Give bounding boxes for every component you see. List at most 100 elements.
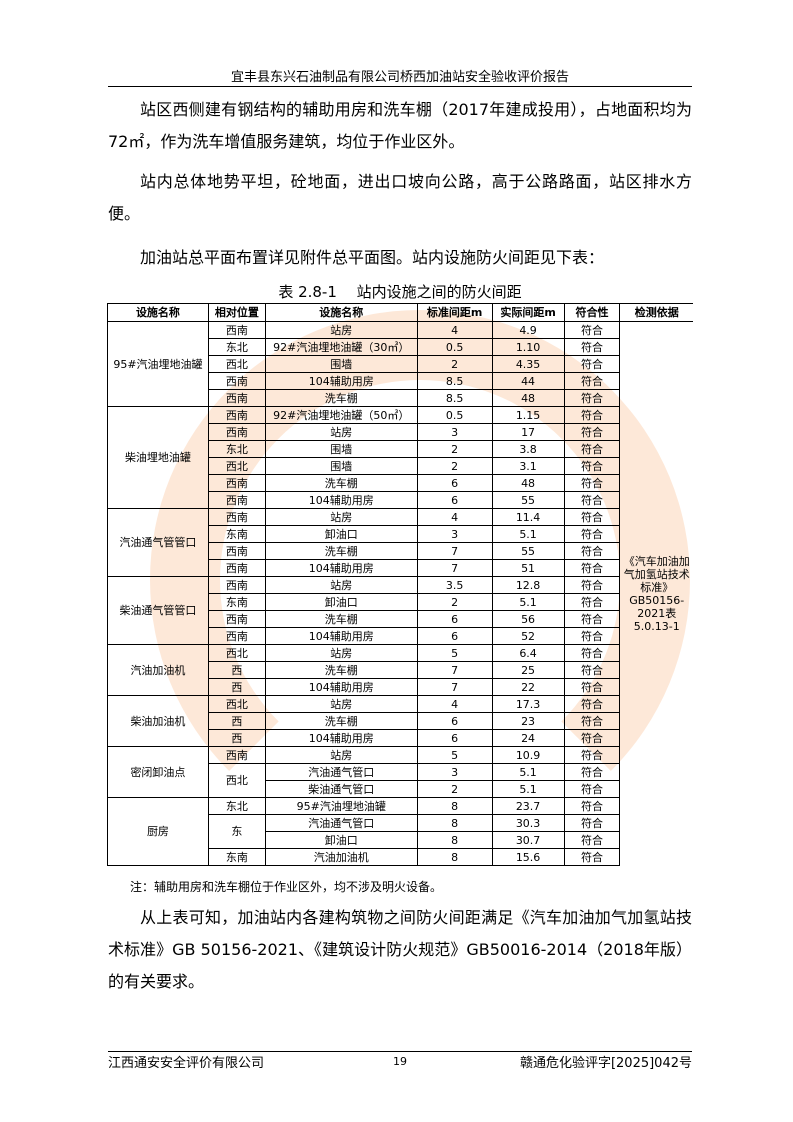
actual-distance: 5.1 — [491, 525, 565, 543]
standard-distance: 3 — [416, 525, 493, 543]
header-divider — [108, 86, 692, 87]
actual-distance: 5.1 — [491, 780, 565, 798]
standard-distance: 4 — [416, 508, 493, 526]
standard-distance: 8 — [416, 814, 493, 832]
standard-distance: 4 — [416, 695, 493, 713]
relative-position: 西北 — [207, 763, 266, 798]
standard-distance: 6 — [416, 627, 493, 645]
relative-position: 西南 — [207, 559, 266, 577]
actual-distance: 17.3 — [491, 695, 565, 713]
table-row: 西北 汽油通气管口 3 5.1 符合 — [108, 763, 694, 798]
target-facility: 洗车棚 — [264, 474, 418, 492]
target-facility: 104辅助用房 — [264, 491, 418, 509]
relative-position: 西南 — [207, 542, 266, 560]
standard-distance: 2 — [416, 457, 493, 475]
table-row: 西洗车棚 7 25 符合 — [108, 661, 694, 679]
standard-distance: 6 — [416, 610, 493, 628]
relative-position: 西南 — [207, 491, 266, 509]
table-row: 95#汽油埋地油罐 西南 站房 4 4.9 符合 《汽车加油加气加氢站技术标准》GB5015… — [107, 321, 693, 866]
actual-distance: 3.8 — [491, 440, 565, 458]
standard-distance: 7 — [416, 542, 493, 560]
target-facility: 92#汽油埋地油罐（50㎥） — [264, 406, 418, 424]
table-note: 注：辅助用房和洗车棚位于作业区外，均不涉及明火设备。 — [130, 880, 443, 894]
actual-distance: 30.7 — [491, 831, 565, 849]
footer-divider — [108, 1051, 692, 1052]
compliance: 符合 — [563, 644, 621, 662]
target-facility: 围墙 — [264, 440, 418, 458]
compliance: 符合 — [563, 457, 621, 475]
compliance: 符合 — [563, 593, 621, 611]
standard-distance: 6 — [416, 729, 493, 747]
standard-distance: 8 — [416, 831, 493, 849]
standard-distance: 6 — [416, 491, 493, 509]
page-number: 19 — [393, 1055, 407, 1068]
column-header: 相对位置 — [207, 303, 266, 322]
target-facility: 洗车棚 — [264, 661, 418, 679]
facility-name: 汽油通气管管口 — [107, 508, 209, 577]
paragraph-3: 加油站总平面布置详见附件总平面图。站内设施防火间距见下表： — [140, 248, 605, 267]
compliance: 符合 — [563, 525, 621, 543]
actual-distance: 48 — [491, 389, 565, 407]
table-row: 东汽油通气管口 8 30.3 符合 — [108, 814, 694, 849]
standard-distance: 2 — [416, 780, 493, 798]
facility-name: 柴油通气管管口 — [107, 576, 209, 645]
relative-position: 西南 — [207, 406, 266, 424]
actual-distance: 4.9 — [491, 321, 565, 339]
compliance: 符合 — [563, 610, 621, 628]
standard-distance: 5 — [416, 644, 493, 662]
actual-distance: 24 — [491, 729, 565, 747]
standard-distance: 6 — [416, 712, 493, 730]
actual-distance: 22 — [491, 678, 565, 696]
standard-distance: 3 — [416, 763, 493, 781]
relative-position: 西 — [207, 661, 266, 679]
relative-position: 西南 — [207, 474, 266, 492]
target-facility: 站房 — [264, 508, 418, 526]
table-row: 西南 洗车棚 8.5 48 符合 — [108, 389, 694, 407]
table-row: 东北 围墙 2 3.8 符合 — [108, 440, 694, 458]
target-facility: 站房 — [264, 576, 418, 594]
compliance: 符合 — [563, 661, 621, 679]
actual-distance: 48 — [491, 474, 565, 492]
compliance: 符合 — [563, 559, 621, 577]
target-facility: 92#汽油埋地油罐（30㎥） — [264, 338, 418, 356]
actual-distance: 56 — [491, 610, 565, 628]
facility-name: 95#汽油埋地油罐 — [107, 321, 209, 407]
target-facility: 104辅助用房 — [264, 678, 418, 696]
actual-distance: 10.9 — [491, 746, 565, 764]
compliance: 符合 — [563, 508, 621, 526]
actual-distance: 3.1 — [491, 457, 565, 475]
compliance: 符合 — [563, 712, 621, 730]
column-header: 符合性 — [563, 303, 621, 322]
actual-distance: 52 — [491, 627, 565, 645]
relative-position: 西 — [207, 678, 266, 696]
actual-distance: 55 — [491, 491, 565, 509]
standard-distance: 2 — [416, 440, 493, 458]
table-row: 柴油加油机 西北 站房 4 17.3 符合 — [107, 695, 694, 747]
compliance: 符合 — [563, 797, 621, 815]
footer-company: 江西通安安全评价有限公司 — [108, 1056, 265, 1071]
table-row: 西南 104辅助用房 6 52 符合 — [108, 627, 694, 645]
column-header: 标准间距m — [416, 303, 493, 322]
actual-distance: 5.1 — [491, 593, 565, 611]
standard-distance: 4 — [416, 321, 493, 339]
compliance: 符合 — [563, 848, 621, 866]
facility-name: 汽油加油机 — [107, 644, 209, 696]
actual-distance: 11.4 — [491, 508, 565, 526]
standard-distance: 0.5 — [416, 338, 493, 356]
table-row: 东南 卸油口 2 5.1 符合 — [108, 593, 694, 611]
table-row: 厨房 东北 95#汽油埋地油罐 8 23.7 符合 — [107, 797, 694, 866]
compliance: 符合 — [563, 474, 621, 492]
compliance: 符合 — [563, 678, 621, 696]
actual-distance: 1.15 — [491, 406, 565, 424]
column-header: 实际间距m — [491, 303, 565, 322]
compliance: 符合 — [563, 372, 621, 390]
target-facility: 汽油通气管口 — [264, 814, 418, 832]
facility-name: 柴油埋地油罐 — [107, 406, 209, 509]
standard-distance: 3 — [416, 423, 493, 441]
table-row: 西北 围墙 2 3.1 符合 — [108, 457, 694, 475]
actual-distance: 17 — [491, 423, 565, 441]
standard-distance: 7 — [416, 559, 493, 577]
relative-position: 东南 — [207, 525, 266, 543]
relative-position: 西 — [207, 729, 266, 747]
table-row: 西南 104辅助用房 8.5 44 符合 — [108, 372, 694, 390]
